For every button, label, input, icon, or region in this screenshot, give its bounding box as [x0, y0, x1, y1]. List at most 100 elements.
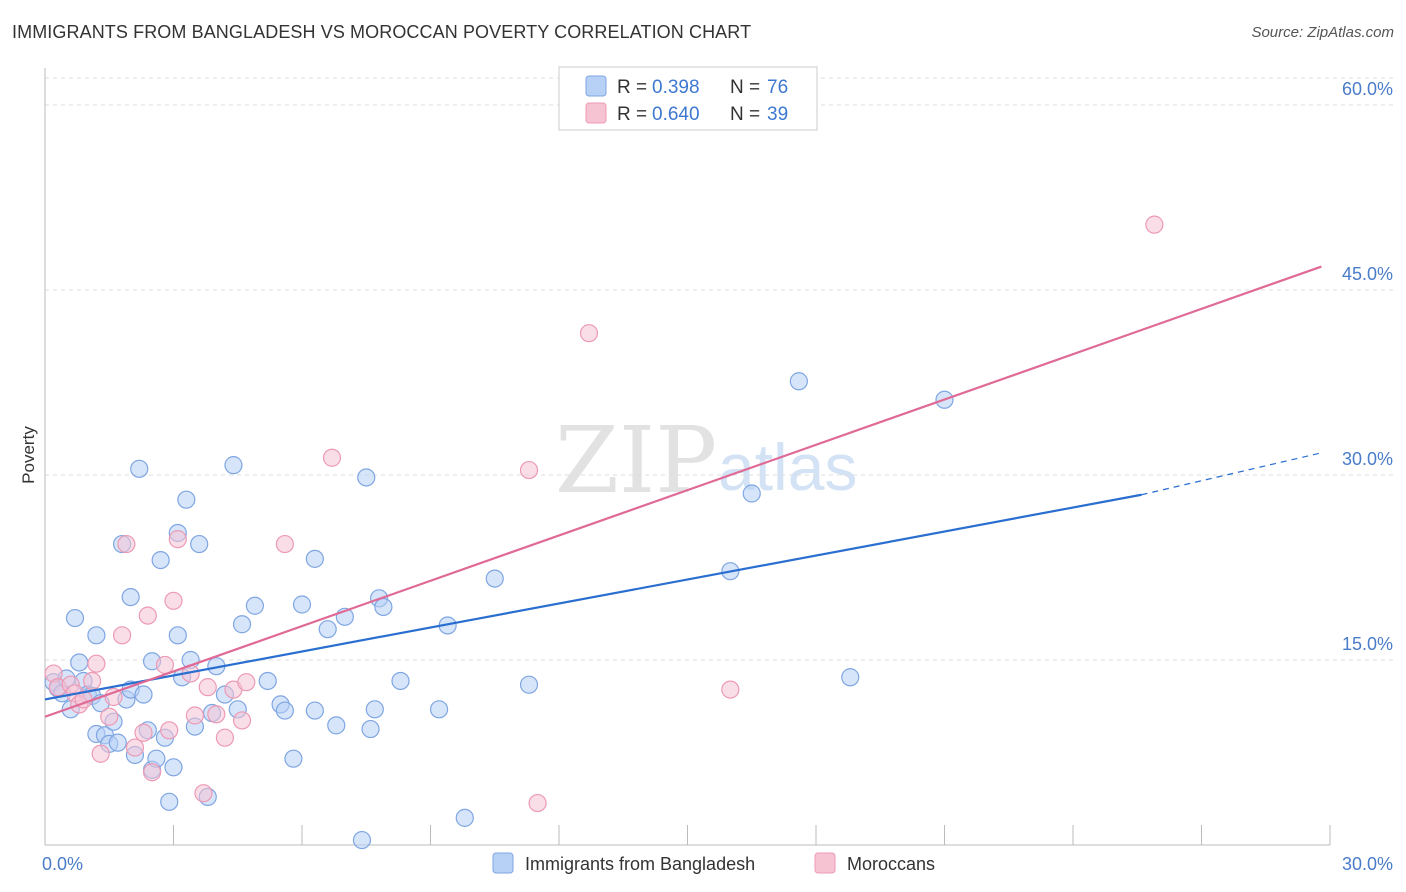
moroccans-point-15	[138, 606, 157, 625]
moroccans-point-14	[134, 723, 153, 742]
bangladesh-point-20	[121, 587, 140, 607]
bangladesh-point-6	[70, 653, 89, 672]
trend-lines	[44, 265, 1322, 718]
moroccans-point-17	[155, 655, 175, 675]
tick-marks	[173, 825, 1331, 845]
y-axis-label: Poverty	[19, 426, 38, 484]
bangladesh-point-64	[429, 700, 449, 719]
bangladesh-point-52	[305, 549, 324, 568]
bangladesh-point-31	[164, 758, 183, 777]
bangladesh-trend-line	[44, 493, 1142, 701]
moroccans-point-33	[528, 793, 547, 813]
bangladesh-point-66	[455, 808, 474, 827]
moroccans-point-35	[721, 680, 740, 699]
moroccans-point-34	[579, 324, 599, 343]
legend-n-label-0: N =	[730, 77, 760, 98]
moroccans-point-26	[215, 728, 234, 747]
bangladesh-point-35	[177, 490, 196, 509]
bangladesh-point-43	[224, 456, 243, 475]
bangladesh-point-58	[357, 468, 376, 487]
bangladesh-point-72	[841, 668, 860, 687]
bottom-legend-label-moroccans: Moroccans	[847, 854, 935, 874]
moroccans-point-23	[194, 784, 213, 803]
moroccans-point-20	[168, 530, 187, 549]
moroccans-point-13	[125, 738, 145, 757]
moroccans-point-6	[83, 671, 102, 691]
legend-r-value-1: 0.640	[652, 104, 700, 125]
moroccans-point-11	[112, 626, 132, 645]
bangladesh-point-60	[365, 700, 384, 719]
bottom-legend-swatch-moroccans	[814, 852, 836, 874]
bangladesh-point-67	[485, 569, 504, 588]
bangladesh-point-46	[245, 596, 264, 615]
legend-swatch-moroccans	[585, 102, 607, 124]
bangladesh-point-22	[130, 459, 149, 478]
legend-n-label-1: N =	[730, 104, 760, 125]
bottom-legend-label-bangladesh: Immigrants from Bangladesh	[525, 854, 755, 874]
bangladesh-point-51	[292, 595, 312, 614]
legend-swatch-bangladesh	[585, 75, 607, 97]
legend-n-value-1: 39	[767, 104, 788, 125]
x-tick-labels: 0.0% 30.0%	[42, 854, 1393, 874]
y-tick-labels: 15.0% 30.0% 45.0% 60.0%	[1342, 79, 1393, 654]
watermark-zip: ZIP	[555, 407, 717, 514]
bangladesh-point-63	[391, 671, 410, 691]
bangladesh-point-54	[318, 620, 337, 639]
moroccans-point-25	[207, 705, 226, 724]
watermark: ZIP atlas	[555, 407, 857, 514]
moroccans-point-24	[198, 678, 217, 697]
moroccans-point-32	[519, 460, 539, 480]
bottom-legend-swatch-bangladesh	[492, 852, 514, 874]
y-tick-label-30: 30.0%	[1342, 449, 1393, 469]
moroccans-point-16	[142, 763, 162, 782]
bangladesh-point-11	[87, 626, 106, 645]
legend-r-label-1: R =	[617, 104, 647, 125]
bangladesh-point-49	[275, 701, 294, 720]
bangladesh-point-47	[258, 671, 277, 691]
bangladesh-point-38	[190, 534, 209, 554]
bangladesh-point-28	[151, 550, 170, 570]
y-tick-label-15: 15.0%	[1342, 634, 1393, 654]
bangladesh-point-71	[789, 372, 808, 391]
moroccans-point-31	[322, 448, 342, 467]
bangladesh-point-53	[305, 701, 324, 720]
bangladesh-point-16	[108, 733, 127, 752]
bangladesh-point-45	[232, 615, 252, 634]
bottom-legend: Immigrants from Bangladesh Moroccans	[492, 852, 935, 874]
moroccans-point-7	[87, 654, 106, 673]
chart-source: Source: ZipAtlas.com	[1251, 24, 1394, 41]
bangladesh-point-70	[742, 484, 761, 503]
bangladesh-point-62	[374, 597, 393, 617]
bangladesh-point-55	[327, 716, 346, 735]
bangladesh-point-33	[168, 626, 187, 645]
bangladesh-point-5	[65, 608, 85, 628]
moroccans-point-19	[164, 591, 183, 610]
legend-r-value-0: 0.398	[652, 77, 700, 98]
chart-title: IMMIGRANTS FROM BANGLADESH VS MOROCCAN P…	[12, 22, 752, 42]
legend-box: R = 0.398 N = 76 R = 0.640 N = 39	[558, 66, 818, 131]
moroccans-point-28	[232, 711, 252, 730]
moroccans-point-8	[91, 744, 110, 763]
x-tick-label-30: 30.0%	[1342, 854, 1393, 874]
moroccans-point-18	[160, 721, 179, 740]
bangladesh-point-50	[284, 749, 303, 768]
bangladesh-point-30	[160, 792, 179, 811]
bangladesh-point-59	[361, 719, 380, 739]
moroccans-point-36	[1145, 215, 1164, 234]
y-tick-label-60: 60.0%	[1342, 79, 1393, 99]
moroccans-point-22	[185, 706, 205, 725]
bangladesh-point-68	[519, 675, 539, 694]
legend-r-label-0: R =	[617, 77, 647, 98]
y-tick-label-45: 45.0%	[1342, 264, 1393, 284]
legend-n-value-0: 76	[767, 77, 788, 98]
moroccans-point-12	[117, 534, 136, 554]
bangladesh-point-23	[134, 685, 153, 704]
moroccans-trend-line	[44, 265, 1322, 718]
x-tick-label-0: 0.0%	[42, 854, 83, 874]
moroccans-point-10	[104, 687, 123, 707]
bangladesh-point-57	[352, 830, 372, 850]
moroccans-point-9	[100, 707, 119, 726]
bangladesh-trend-extension	[1141, 452, 1322, 496]
moroccans-point-30	[275, 534, 294, 554]
